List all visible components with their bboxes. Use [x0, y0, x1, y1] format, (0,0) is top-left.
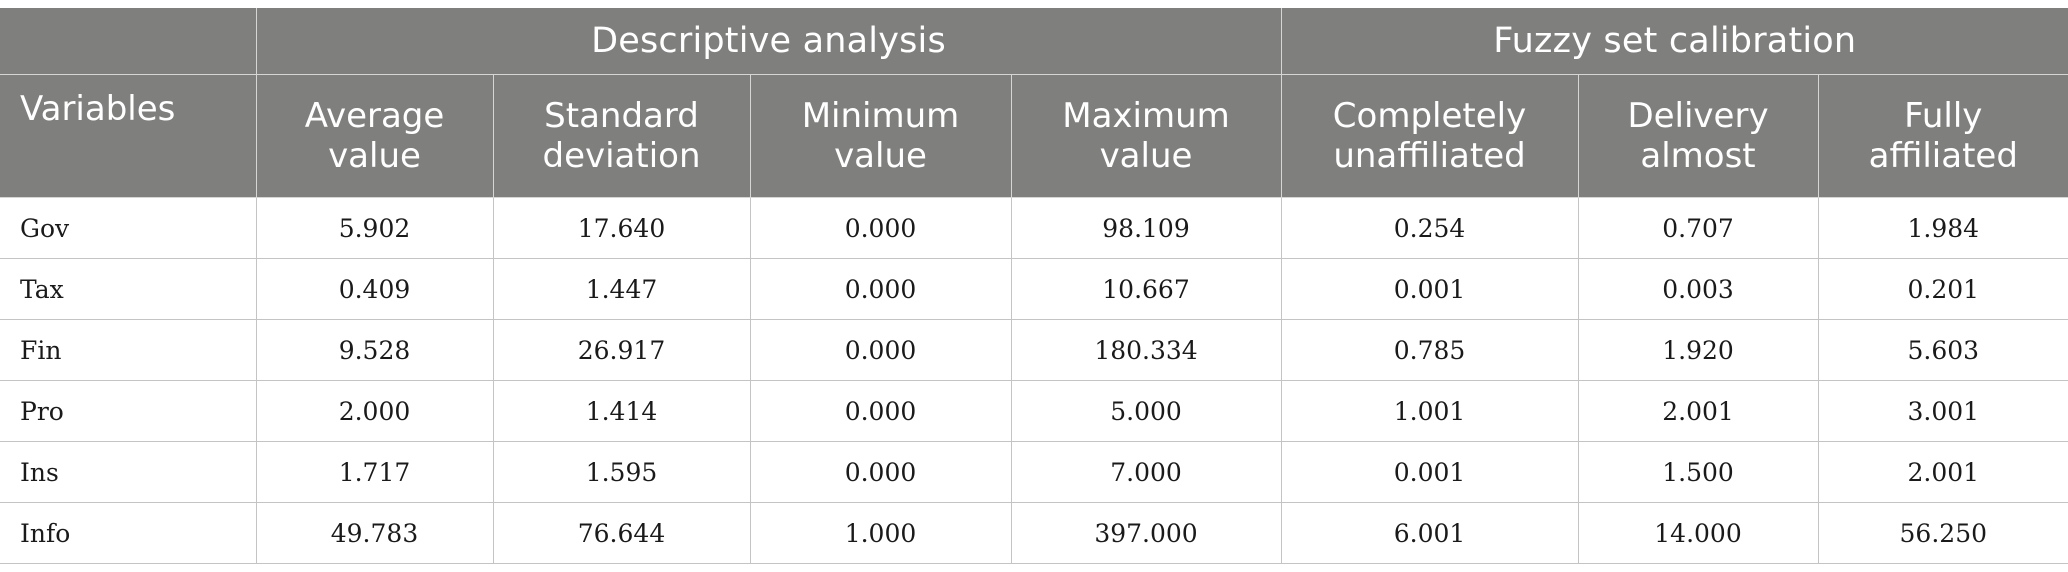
column-header-average-value: Average value	[255, 74, 494, 198]
cell-max: 180.334	[1010, 319, 1282, 381]
cell-max: 10.667	[1010, 258, 1282, 320]
header-line: Minimum	[801, 96, 960, 136]
cell-variable: Ins	[0, 441, 257, 503]
group-header-fuzzy-set-calibration: Fuzzy set calibration	[1280, 8, 2068, 75]
header-line: almost	[1640, 136, 1756, 176]
cell-min: 1.000	[749, 502, 1012, 564]
cell-min: 0.000	[749, 258, 1012, 320]
cell-delivery: 1.920	[1577, 319, 1819, 381]
table-row: Fin 9.528 26.917 0.000 180.334 0.785 1.9…	[0, 319, 2068, 381]
cell-variable: Tax	[0, 258, 257, 320]
cell-variable: Fin	[0, 319, 257, 381]
cell-completely: 0.254	[1280, 197, 1579, 259]
column-header-maximum-value: Maximum value	[1010, 74, 1282, 198]
table-body: Gov 5.902 17.640 0.000 98.109 0.254 0.70…	[0, 197, 2068, 564]
cell-std: 17.640	[492, 197, 751, 259]
header-line: value	[834, 136, 927, 176]
cell-fully: 3.001	[1817, 380, 2068, 442]
cell-min: 0.000	[749, 197, 1012, 259]
table-row: Ins 1.717 1.595 0.000 7.000 0.001 1.500 …	[0, 441, 2068, 503]
table-header: Descriptive analysis Fuzzy set calibrati…	[0, 8, 2068, 198]
cell-fully: 2.001	[1817, 441, 2068, 503]
column-header-completely-unaffiliated: Completely unaffiliated	[1280, 74, 1579, 198]
group-header-blank	[0, 8, 257, 75]
cell-std: 1.447	[492, 258, 751, 320]
cell-variable: Pro	[0, 380, 257, 442]
cell-average: 5.902	[255, 197, 494, 259]
cell-min: 0.000	[749, 380, 1012, 442]
header-line: Standard	[544, 96, 699, 136]
column-header-variables-label: Variables	[20, 89, 176, 129]
table-row: Gov 5.902 17.640 0.000 98.109 0.254 0.70…	[0, 197, 2068, 259]
cell-completely: 0.785	[1280, 319, 1579, 381]
cell-std: 1.414	[492, 380, 751, 442]
column-header-row: Variables Average value Standard deviati…	[0, 74, 2068, 198]
header-line: unaffiliated	[1333, 136, 1526, 176]
header-line: Delivery	[1627, 96, 1769, 136]
cell-average: 0.409	[255, 258, 494, 320]
group-header-row: Descriptive analysis Fuzzy set calibrati…	[0, 8, 2068, 75]
cell-fully: 0.201	[1817, 258, 2068, 320]
cell-delivery: 1.500	[1577, 441, 1819, 503]
cell-completely: 0.001	[1280, 258, 1579, 320]
cell-max: 5.000	[1010, 380, 1282, 442]
table-container: Descriptive analysis Fuzzy set calibrati…	[0, 8, 2068, 564]
cell-std: 76.644	[492, 502, 751, 564]
column-header-fully-affiliated: Fully affiliated	[1817, 74, 2068, 198]
column-header-variables: Variables	[0, 74, 257, 198]
cell-delivery: 0.003	[1577, 258, 1819, 320]
cell-fully: 56.250	[1817, 502, 2068, 564]
header-line: value	[328, 136, 421, 176]
cell-variable: Gov	[0, 197, 257, 259]
header-line: Maximum	[1062, 96, 1230, 136]
header-line: Average	[304, 96, 445, 136]
group-header-descriptive-analysis: Descriptive analysis	[255, 8, 1282, 75]
cell-std: 26.917	[492, 319, 751, 381]
cell-min: 0.000	[749, 441, 1012, 503]
cell-variable: Info	[0, 502, 257, 564]
cell-delivery: 2.001	[1577, 380, 1819, 442]
column-header-delivery-almost: Delivery almost	[1577, 74, 1819, 198]
cell-min: 0.000	[749, 319, 1012, 381]
cell-fully: 1.984	[1817, 197, 2068, 259]
cell-average: 1.717	[255, 441, 494, 503]
cell-completely: 1.001	[1280, 380, 1579, 442]
cell-std: 1.595	[492, 441, 751, 503]
header-line: Completely	[1332, 96, 1527, 136]
cell-max: 7.000	[1010, 441, 1282, 503]
table-row: Tax 0.409 1.447 0.000 10.667 0.001 0.003…	[0, 258, 2068, 320]
table-row: Pro 2.000 1.414 0.000 5.000 1.001 2.001 …	[0, 380, 2068, 442]
cell-completely: 6.001	[1280, 502, 1579, 564]
cell-average: 2.000	[255, 380, 494, 442]
cell-delivery: 14.000	[1577, 502, 1819, 564]
cell-max: 98.109	[1010, 197, 1282, 259]
header-line: deviation	[542, 136, 701, 176]
descriptive-statistics-table: Descriptive analysis Fuzzy set calibrati…	[0, 8, 2068, 564]
cell-completely: 0.001	[1280, 441, 1579, 503]
column-header-minimum-value: Minimum value	[749, 74, 1012, 198]
column-header-standard-deviation: Standard deviation	[492, 74, 751, 198]
header-line: Fully	[1904, 96, 1983, 136]
header-line: value	[1099, 136, 1193, 176]
cell-delivery: 0.707	[1577, 197, 1819, 259]
cell-fully: 5.603	[1817, 319, 2068, 381]
table-row: Info 49.783 76.644 1.000 397.000 6.001 1…	[0, 502, 2068, 564]
cell-average: 49.783	[255, 502, 494, 564]
cell-average: 9.528	[255, 319, 494, 381]
cell-max: 397.000	[1010, 502, 1282, 564]
header-line: affiliated	[1868, 136, 2018, 176]
